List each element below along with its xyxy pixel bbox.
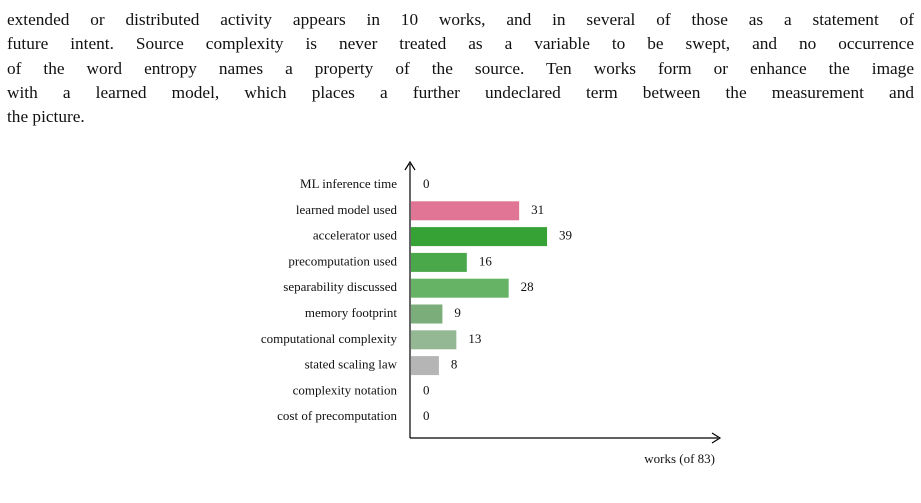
text-line: with a learned model, which places a fur… <box>7 82 914 102</box>
category-label: learned model used <box>296 202 398 217</box>
bar <box>411 304 443 324</box>
category-label: precomputation used <box>288 253 397 268</box>
category-label: ML inference time <box>300 176 397 191</box>
category-label: memory footprint <box>305 305 397 320</box>
value-label: 0 <box>423 176 430 191</box>
x-axis-label: works (of 83) <box>644 451 715 466</box>
bar <box>411 330 457 350</box>
bar <box>411 227 548 247</box>
category-label: separability discussed <box>283 279 397 294</box>
bar <box>411 201 520 221</box>
bar <box>411 278 509 298</box>
value-label: 0 <box>423 408 430 423</box>
value-label: 39 <box>559 228 572 243</box>
value-label: 0 <box>423 382 430 397</box>
text-line: extended or distributed activity appears… <box>7 10 914 29</box>
y-axis-arrow <box>404 160 416 171</box>
value-label: 16 <box>479 253 493 268</box>
text-line: of the word entropy names a property of … <box>7 58 914 78</box>
category-label: accelerator used <box>313 228 398 243</box>
value-label: 31 <box>531 202 544 217</box>
value-label: 13 <box>468 331 481 346</box>
value-label: 9 <box>454 305 461 320</box>
category-label: complexity notation <box>293 382 398 397</box>
text-line: future intent. Source complexity is neve… <box>7 34 914 54</box>
x-axis-arrow <box>711 432 722 444</box>
value-label: 28 <box>521 279 534 294</box>
bar <box>411 252 467 272</box>
text-line: the picture. <box>7 107 85 127</box>
value-label: 8 <box>451 357 458 372</box>
category-label: cost of precomputation <box>277 408 397 423</box>
bar <box>411 356 439 376</box>
category-label: computational complexity <box>261 331 398 346</box>
category-label: stated scaling law <box>305 357 398 372</box>
